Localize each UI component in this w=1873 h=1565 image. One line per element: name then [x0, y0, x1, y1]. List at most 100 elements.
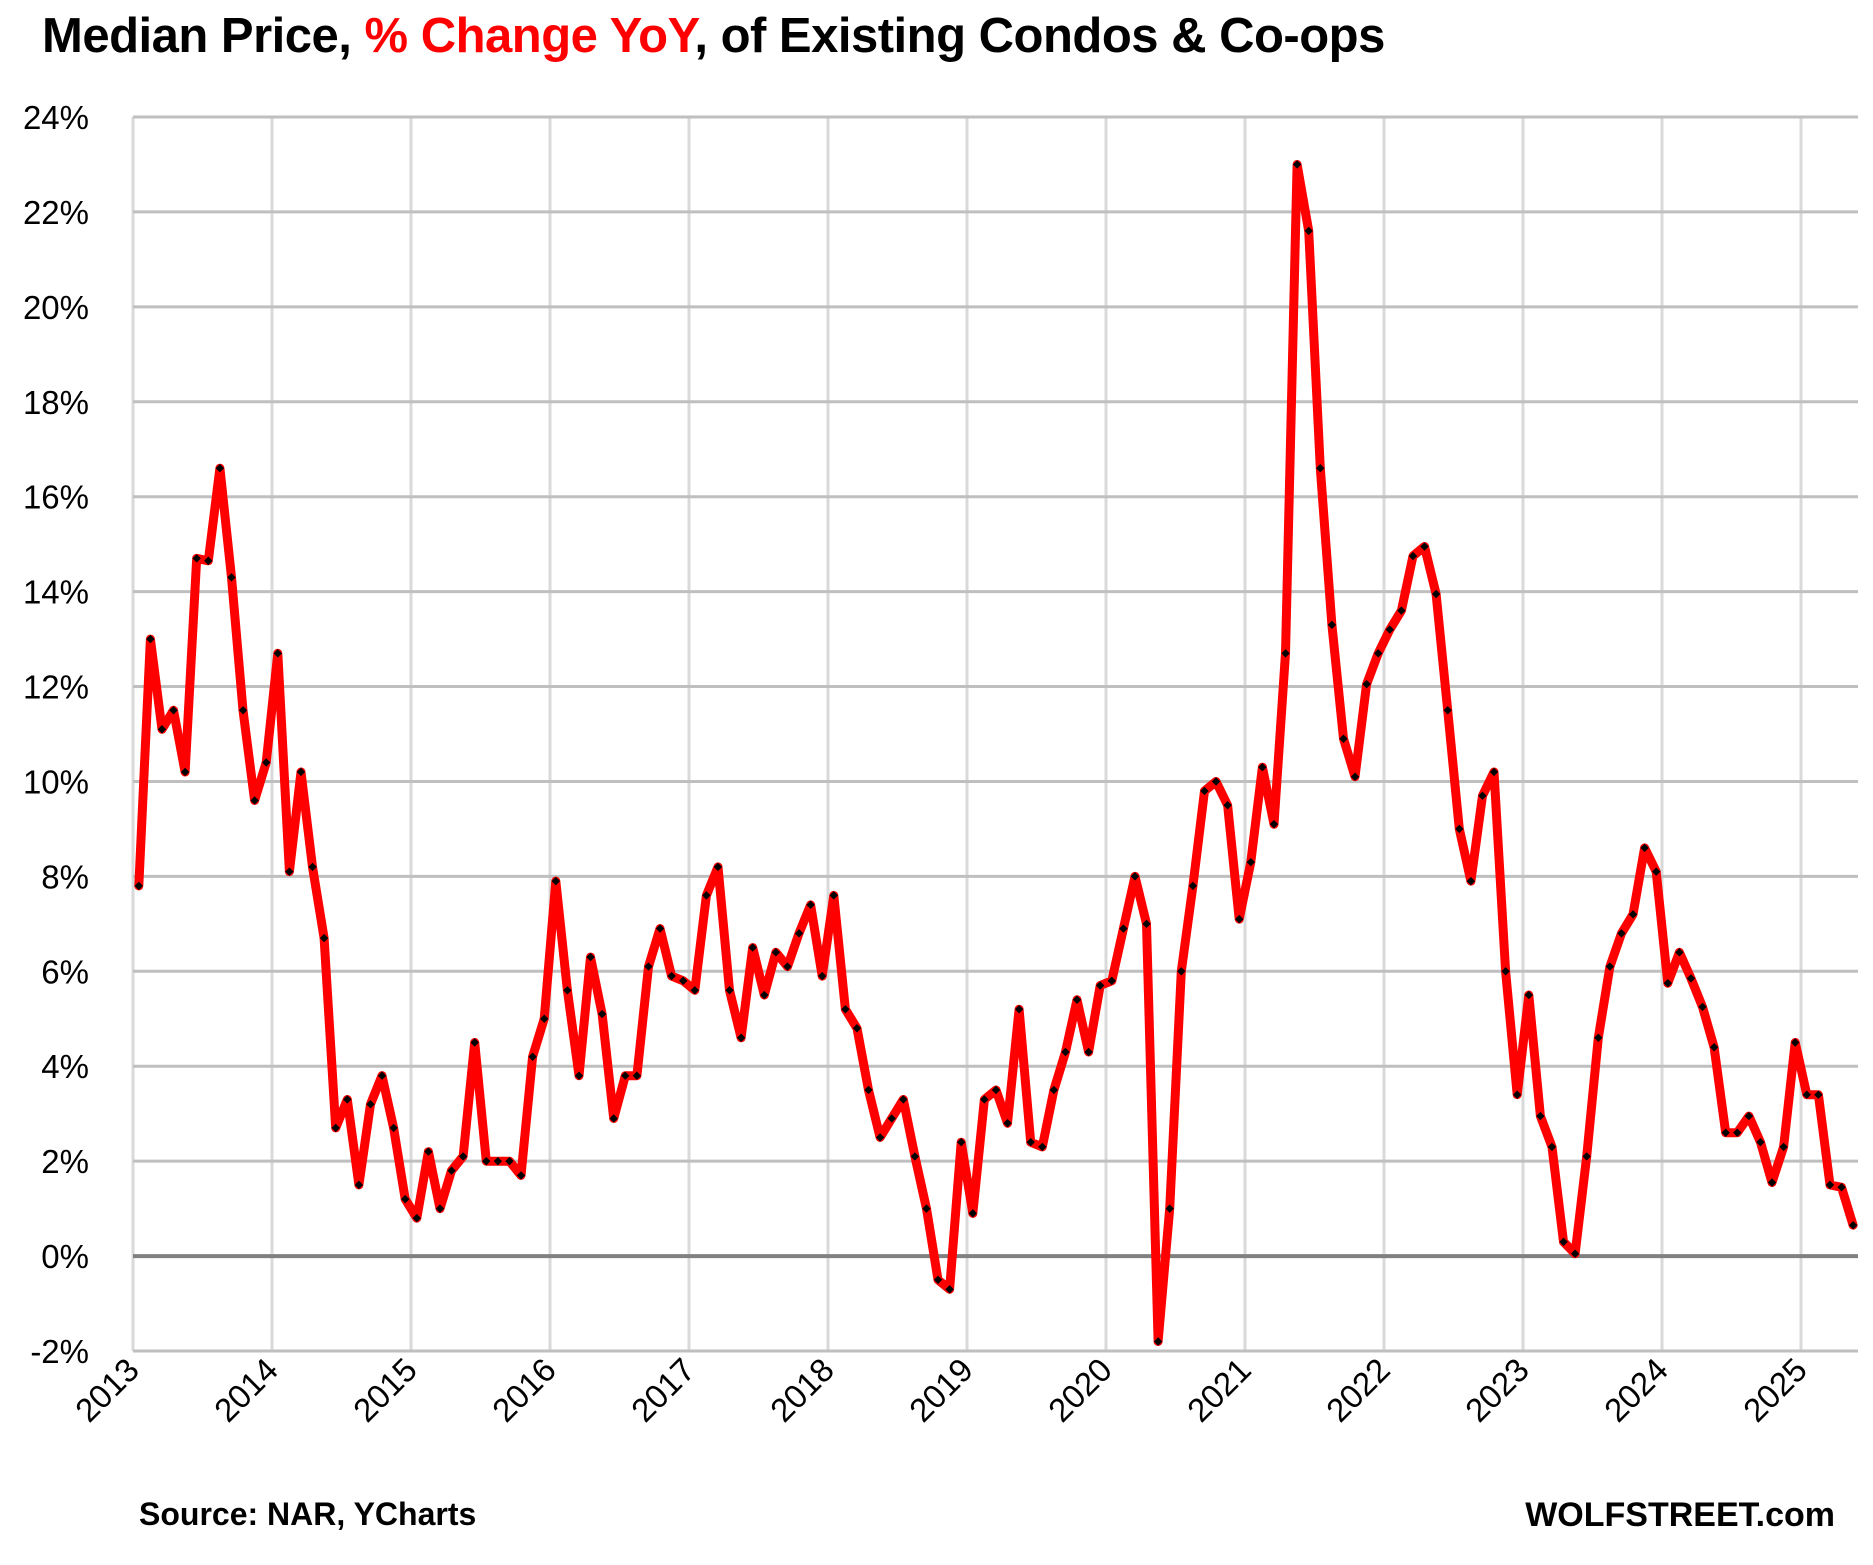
- data-point: [146, 634, 155, 644]
- data-point: [1084, 1047, 1093, 1057]
- x-tick-label: 2015: [346, 1351, 424, 1429]
- x-axis-labels: 2013 2014 2015 2016 2017 2018 2019 2020 2021 2022…: [68, 1351, 1814, 1429]
- data-point: [180, 767, 190, 777]
- data-point: [1177, 967, 1186, 976]
- data-point: [1489, 767, 1499, 777]
- data-point: [308, 862, 317, 872]
- data-point: [1814, 1090, 1823, 1099]
- data-point: [331, 1123, 340, 1133]
- data-point: [1652, 867, 1661, 876]
- data-point: [1223, 800, 1232, 810]
- data-point: [1200, 786, 1209, 796]
- data-point: [922, 1204, 931, 1213]
- x-tick-label: 2020: [1041, 1351, 1119, 1429]
- data-point: [621, 1071, 630, 1080]
- data-point: [238, 706, 248, 715]
- x-tick-label: 2021: [1180, 1351, 1258, 1429]
- data-point: [1385, 625, 1394, 634]
- data-point: [516, 1171, 526, 1180]
- data-point: [1014, 1005, 1024, 1014]
- data-point: [597, 1009, 607, 1019]
- data-point: [296, 767, 306, 777]
- data-point: [227, 573, 236, 582]
- data-point: [1292, 160, 1302, 169]
- data-point: [609, 1114, 618, 1123]
- data-point: [1501, 967, 1510, 976]
- data-point: [818, 971, 827, 981]
- y-tick-label: 14%: [23, 574, 89, 611]
- data-point: [1478, 791, 1487, 800]
- data-point: [783, 962, 792, 971]
- data-point: [864, 1085, 873, 1095]
- data-point: [1640, 843, 1649, 853]
- data-point: [1304, 226, 1313, 236]
- data-point: [319, 933, 329, 943]
- x-tick-label: 2023: [1458, 1351, 1536, 1429]
- title-part-1: Median Price,: [42, 9, 365, 63]
- data-point: [794, 929, 804, 938]
- data-point: [1096, 981, 1105, 990]
- data-point: [887, 1114, 896, 1123]
- data-point: [980, 1095, 989, 1104]
- data-point: [1466, 876, 1476, 886]
- data-point: [1107, 976, 1116, 985]
- title-part-3: , of Existing Condos & Co-ops: [694, 9, 1385, 63]
- data-point: [1316, 464, 1325, 473]
- y-tick-label: 12%: [23, 669, 89, 706]
- data-point: [829, 891, 838, 900]
- data-point: [806, 900, 815, 910]
- data-point: [841, 1005, 850, 1014]
- data-point: [493, 1156, 503, 1166]
- data-point: [1153, 1337, 1163, 1346]
- series-markers: [134, 160, 1858, 1346]
- data-point: [586, 952, 595, 962]
- data-point: [1397, 606, 1406, 615]
- data-point: [991, 1085, 1001, 1095]
- data-point: [1513, 1090, 1522, 1099]
- data-point: [1767, 1178, 1777, 1187]
- data-point: [343, 1095, 352, 1104]
- data-point: [875, 1133, 885, 1142]
- y-axis-labels: 24% 22% 20% 18% 16% 14% 12% 10% 8% 6% 4% 2% 0% -2%: [23, 99, 89, 1370]
- y-tick-label: 18%: [23, 384, 89, 421]
- data-point: [1617, 929, 1626, 938]
- data-point: [1269, 819, 1279, 829]
- data-point: [470, 1038, 479, 1047]
- data-point: [424, 1147, 433, 1156]
- y-tick-label: 0%: [41, 1238, 89, 1275]
- horizontal-gridlines: [133, 115, 1858, 1353]
- x-tick-label: 2022: [1319, 1351, 1397, 1429]
- data-point: [1733, 1128, 1742, 1137]
- data-point: [1663, 978, 1672, 988]
- data-point: [1675, 948, 1684, 957]
- vertical-gridlines: [131, 117, 1803, 1351]
- data-point: [204, 556, 213, 565]
- data-point: [945, 1285, 954, 1294]
- data-point: [1211, 777, 1221, 786]
- data-point: [1721, 1128, 1730, 1137]
- data-point: [968, 1209, 977, 1218]
- data-point: [551, 876, 560, 886]
- data-point: [401, 1194, 410, 1204]
- data-point: [1026, 1137, 1035, 1147]
- data-point: [899, 1095, 908, 1104]
- data-point: [250, 796, 259, 805]
- data-point: [1374, 649, 1383, 658]
- data-point: [1431, 589, 1441, 599]
- data-point: [1420, 542, 1429, 551]
- data-point: [1594, 1033, 1603, 1042]
- data-point: [667, 971, 676, 981]
- data-point: [1327, 620, 1337, 630]
- series-line: [134, 160, 1858, 1346]
- data-point: [1709, 1043, 1719, 1052]
- data-point: [389, 1123, 398, 1133]
- x-tick-label: 2017: [624, 1351, 702, 1429]
- y-tick-label: -2%: [30, 1333, 89, 1370]
- y-tick-label: 2%: [41, 1143, 89, 1180]
- data-point: [528, 1052, 537, 1061]
- data-point: [1825, 1180, 1835, 1190]
- data-point: [957, 1137, 966, 1147]
- data-point: [1547, 1142, 1557, 1152]
- y-tick-label: 22%: [23, 194, 89, 231]
- data-point: [1582, 1152, 1591, 1161]
